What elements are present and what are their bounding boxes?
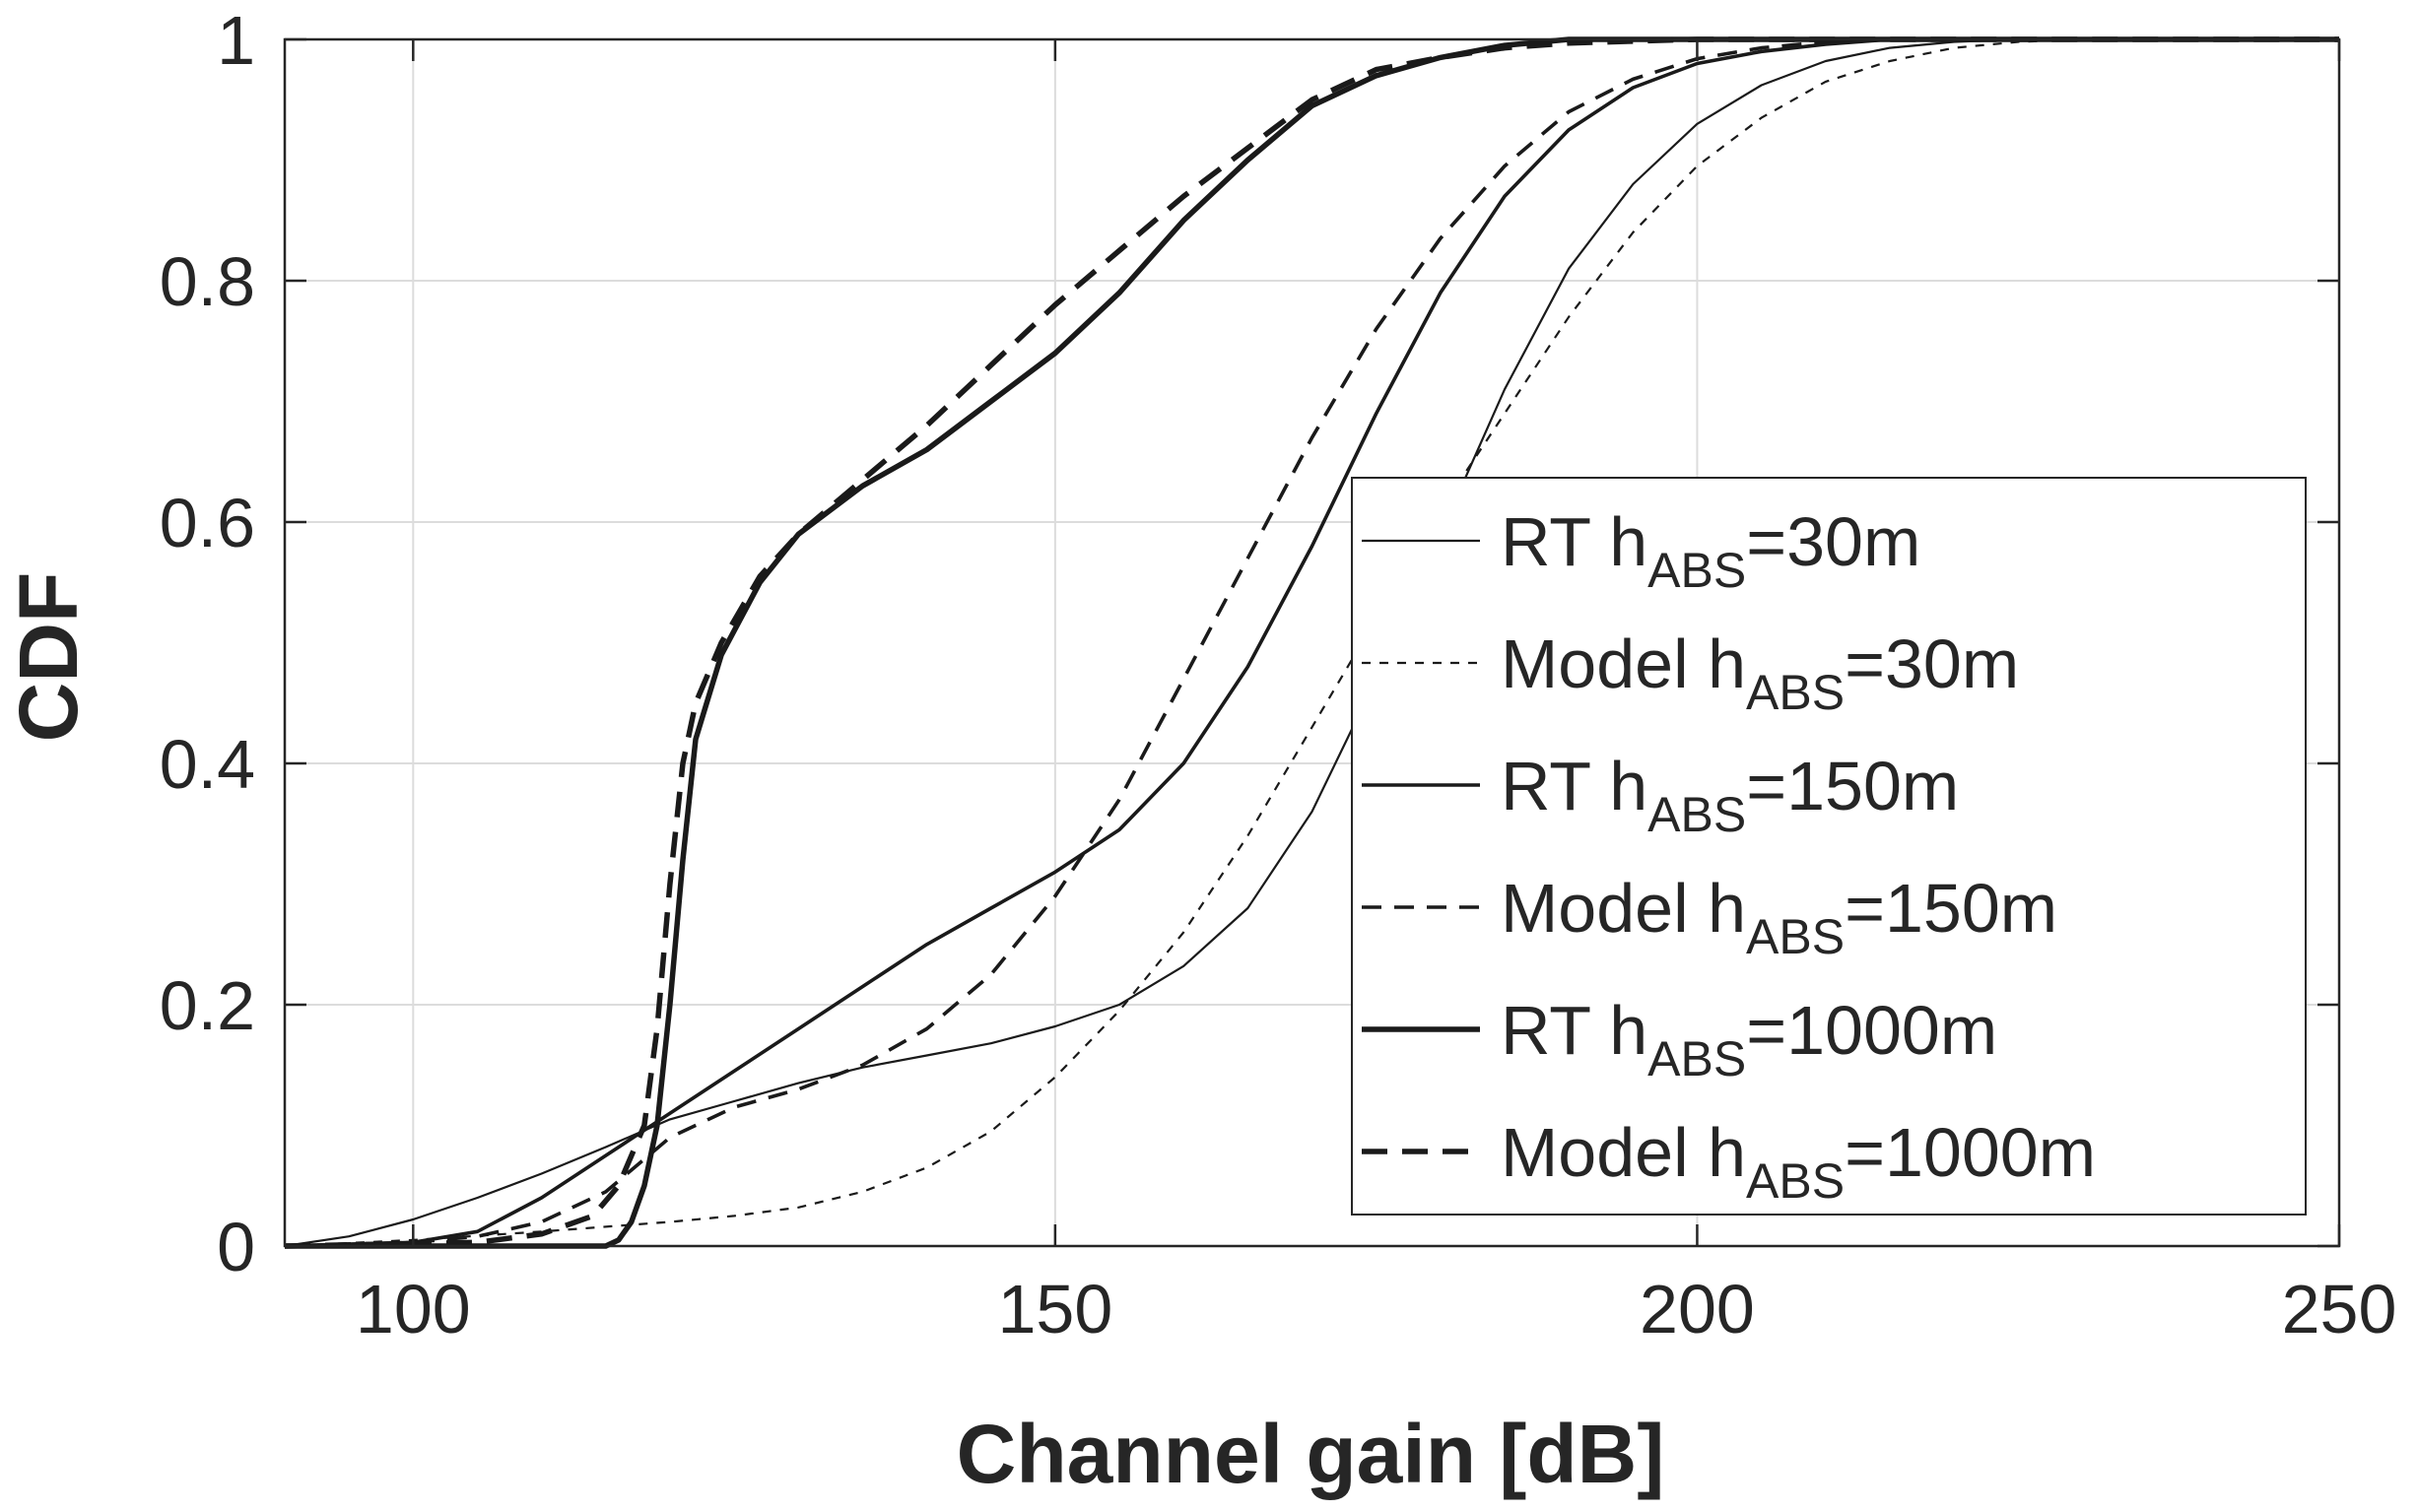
series-line-4 [285,36,2339,1249]
y-tick-label: 0.4 [160,726,255,803]
y-tick-label: 0.2 [160,967,255,1044]
legend-label-5: Model hABS=1000m [1501,1114,2096,1209]
series-line-2 [285,37,2339,1248]
x-axis-label: Channel gain [dB] [957,1408,1665,1500]
series-line-1 [285,37,2339,1248]
x-tick-label: 200 [1640,1271,1755,1348]
y-tick-label: 1 [217,2,255,79]
series-line-5 [285,36,2339,1249]
axis-ticks: 100 150 200 250 0 0.2 0.4 0.6 0.8 1 [160,2,2397,1348]
x-tick-label: 100 [356,1271,471,1348]
y-axis-label: CDF [2,572,95,743]
plot-frame [283,37,2341,1248]
y-tick-label: 0.8 [160,243,255,320]
x-tick-label: 250 [2282,1271,2397,1348]
series-line-0 [285,37,2339,1248]
y-tick-label: 0 [217,1209,255,1285]
legend-label-0: RT hABS=30m [1501,503,1920,598]
y-tick-label: 0.6 [160,485,255,561]
legend-box [1351,477,2307,1216]
legend-label-2: RT hABS=150m [1501,748,1959,842]
legend-label-1: Model hABS=30m [1501,625,2019,720]
legend: RT hABS=30m Model hABS=30m RT hABS=150m Mod… [1351,477,2307,1216]
legend-label-3: Model hABS=150m [1501,870,2057,964]
data-series [285,36,2339,1249]
x-tick-label: 150 [997,1271,1112,1348]
legend-label-4: RT hABS=1000m [1501,992,1997,1086]
series-line-3 [285,37,2339,1248]
